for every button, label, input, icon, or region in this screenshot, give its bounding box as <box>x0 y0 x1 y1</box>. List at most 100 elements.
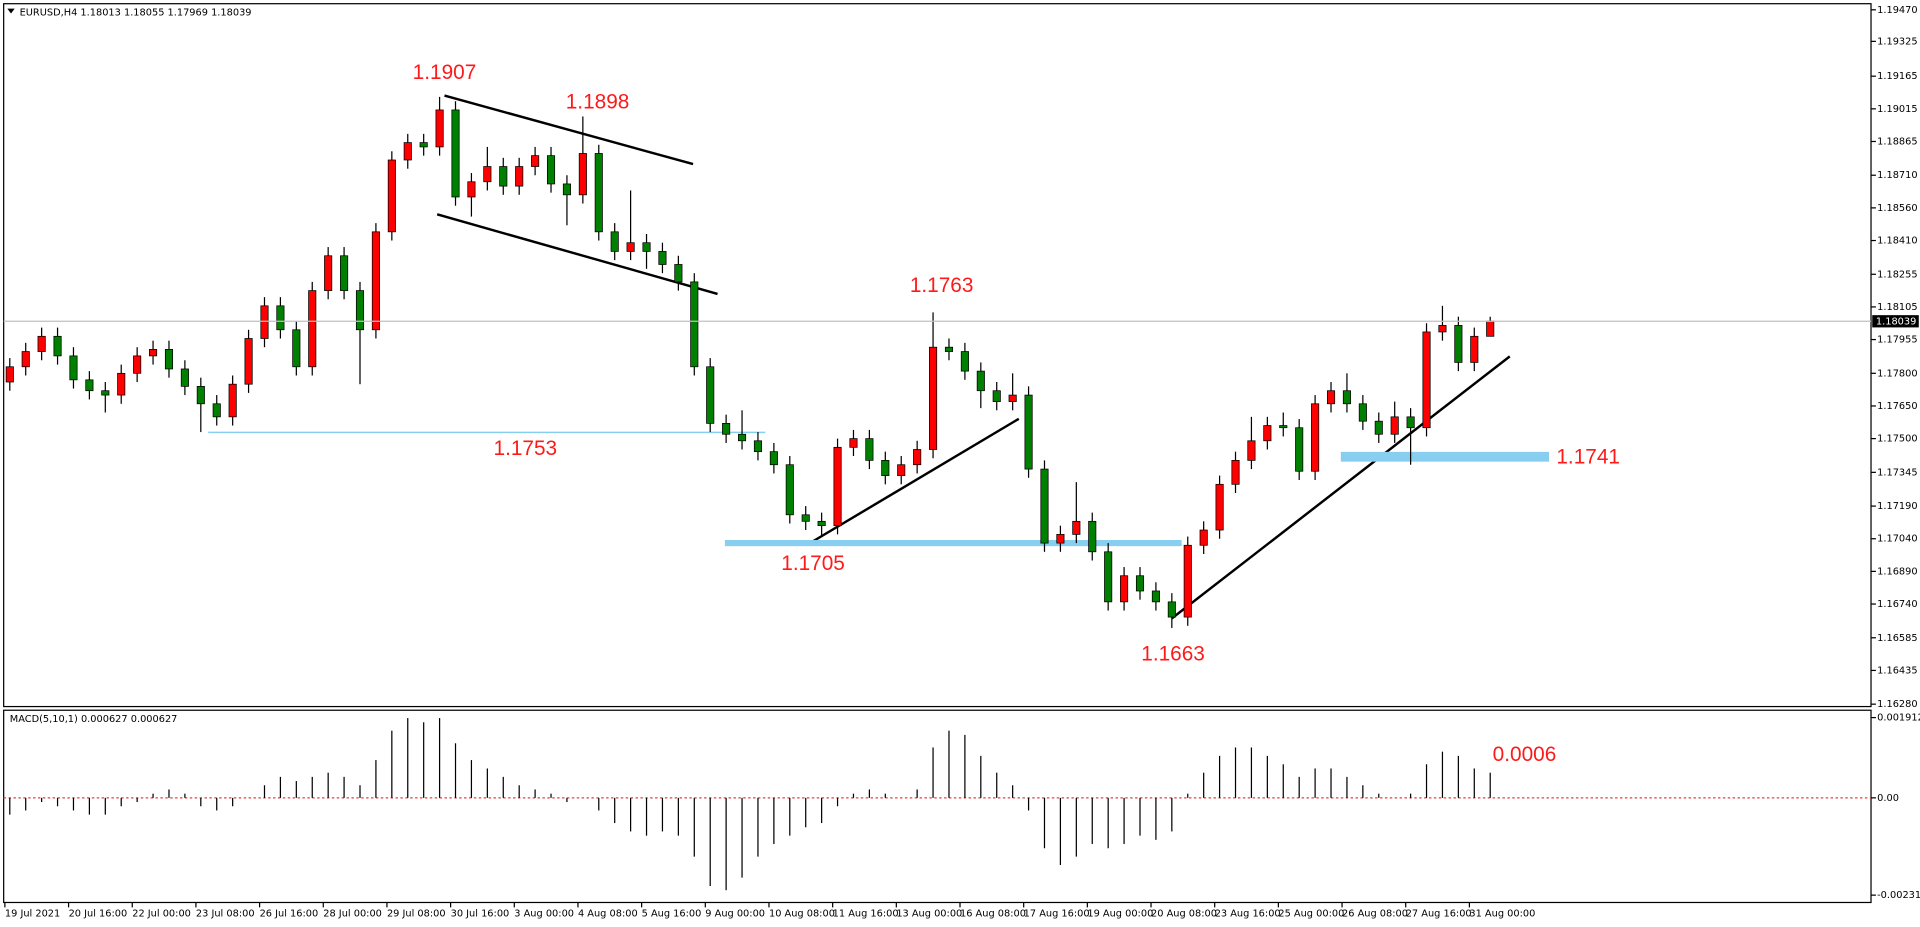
trend-line <box>812 417 1020 543</box>
x-tick-label: 13 Aug 00:00 <box>896 909 962 920</box>
candle-body <box>1311 403 1320 472</box>
candle-body <box>1279 425 1288 429</box>
y-tick-label: 1.17955 <box>1877 335 1917 346</box>
candle-body <box>1438 325 1447 333</box>
x-tick-label: 27 Aug 16:00 <box>1406 909 1472 920</box>
candle-body <box>531 155 540 167</box>
candle-body <box>562 183 571 196</box>
y-tick-label: 1.18105 <box>1877 302 1917 313</box>
candle-body <box>133 355 142 374</box>
candle-body <box>1374 420 1383 435</box>
support-zone <box>724 540 1182 547</box>
candle-body <box>149 348 158 357</box>
candle-body <box>642 242 651 252</box>
y-tick-label: 1.18865 <box>1877 136 1917 147</box>
candle-body <box>1215 483 1224 531</box>
candle-body <box>1104 551 1113 603</box>
candle-body <box>387 159 396 233</box>
candle-body <box>1390 416 1399 435</box>
candle-body <box>228 383 237 418</box>
annotation: 1.1763 <box>910 274 974 297</box>
candle-body <box>690 281 699 368</box>
chart-title: EURUSD,H4 1.18013 1.18055 1.17969 1.1803… <box>20 7 252 18</box>
trend-line <box>436 213 718 296</box>
candle-body <box>1199 529 1208 546</box>
x-tick-label: 28 Jul 00:00 <box>323 909 382 920</box>
candle-body <box>738 433 747 442</box>
candle-body <box>515 166 524 187</box>
candle-body <box>117 372 126 396</box>
candle-body <box>1072 520 1081 535</box>
annotation: 1.1753 <box>494 437 558 460</box>
candle-body <box>101 390 110 396</box>
candle-body <box>467 181 476 198</box>
y-tick-label: 1.17650 <box>1877 401 1917 412</box>
candle-body <box>817 520 826 527</box>
trend-lines <box>436 94 1511 620</box>
x-tick-label: 20 Aug 08:00 <box>1151 909 1217 920</box>
y-tick-label: 1.19165 <box>1877 71 1917 82</box>
candle-body <box>626 242 635 252</box>
y-tick-label: 1.16740 <box>1877 599 1917 610</box>
y-tick-label: 1.18410 <box>1877 236 1917 247</box>
candle-body <box>881 460 890 476</box>
main-panel <box>3 3 1872 708</box>
annotation: 0.0006 <box>1493 743 1557 766</box>
zones <box>208 431 1549 547</box>
candle-body <box>324 255 333 291</box>
macd-panel <box>3 709 1872 904</box>
y-tick-label: 1.16890 <box>1877 566 1917 577</box>
candle-body <box>196 386 205 405</box>
x-tick-label: 30 Jul 16:00 <box>451 909 510 920</box>
candle-body <box>1247 440 1256 461</box>
x-tick-label: 20 Jul 16:00 <box>69 909 128 920</box>
y-tick-label: 1.19325 <box>1877 36 1917 47</box>
y-tick-label: 0.001912 <box>1877 713 1920 724</box>
candle-body <box>276 305 285 331</box>
candle-body <box>1326 390 1336 405</box>
macd-title: MACD(5,10,1) 0.000627 0.000627 <box>10 714 178 725</box>
candle-body <box>1183 544 1192 618</box>
candle-body <box>1135 575 1145 592</box>
candle-body <box>355 290 365 331</box>
y-tick-label: 1.18255 <box>1877 269 1917 280</box>
candle-body <box>37 335 46 352</box>
annotation: 1.1663 <box>1141 643 1205 666</box>
candle-body <box>308 290 317 368</box>
x-tick-label: 26 Jul 16:00 <box>260 909 319 920</box>
candle-body <box>451 109 460 198</box>
candle-body <box>260 305 269 339</box>
y-tick-label: 1.17345 <box>1877 467 1917 478</box>
x-tick-label: 22 Jul 00:00 <box>132 909 191 920</box>
y-tick-label: 1.18710 <box>1877 170 1917 181</box>
x-tick-label: 5 Aug 16:00 <box>642 909 702 920</box>
candle-body <box>292 329 301 368</box>
candle-body <box>1024 394 1033 470</box>
candle-body <box>594 153 603 233</box>
x-tick-label: 19 Aug 00:00 <box>1087 909 1153 920</box>
x-tick-label: 9 Aug 00:00 <box>705 909 765 920</box>
candle-body <box>419 142 428 148</box>
trend-line <box>1171 355 1511 620</box>
candle-body <box>5 366 14 383</box>
y-tick-label: 1.16435 <box>1877 665 1917 676</box>
candle-body <box>706 366 715 424</box>
candle-body <box>435 109 444 148</box>
annotation: 1.1898 <box>566 90 630 113</box>
candle-body <box>1040 468 1049 544</box>
x-tick-label: 17 Aug 16:00 <box>1024 909 1090 920</box>
candle-body <box>164 348 174 370</box>
candle-body <box>244 338 253 385</box>
candle-body <box>1454 325 1463 363</box>
trend-line <box>444 94 694 166</box>
current-price-label: 1.18039 <box>1876 316 1916 327</box>
candle-body <box>1231 460 1240 485</box>
candle-body <box>180 368 189 387</box>
x-tick-label: 19 Jul 2021 <box>5 909 60 920</box>
candle-body <box>546 155 556 185</box>
candle-body <box>1406 416 1415 429</box>
candle-body <box>1167 601 1176 618</box>
annotation: 1.1741 <box>1556 445 1620 468</box>
x-tick-label: 16 Aug 08:00 <box>960 909 1026 920</box>
